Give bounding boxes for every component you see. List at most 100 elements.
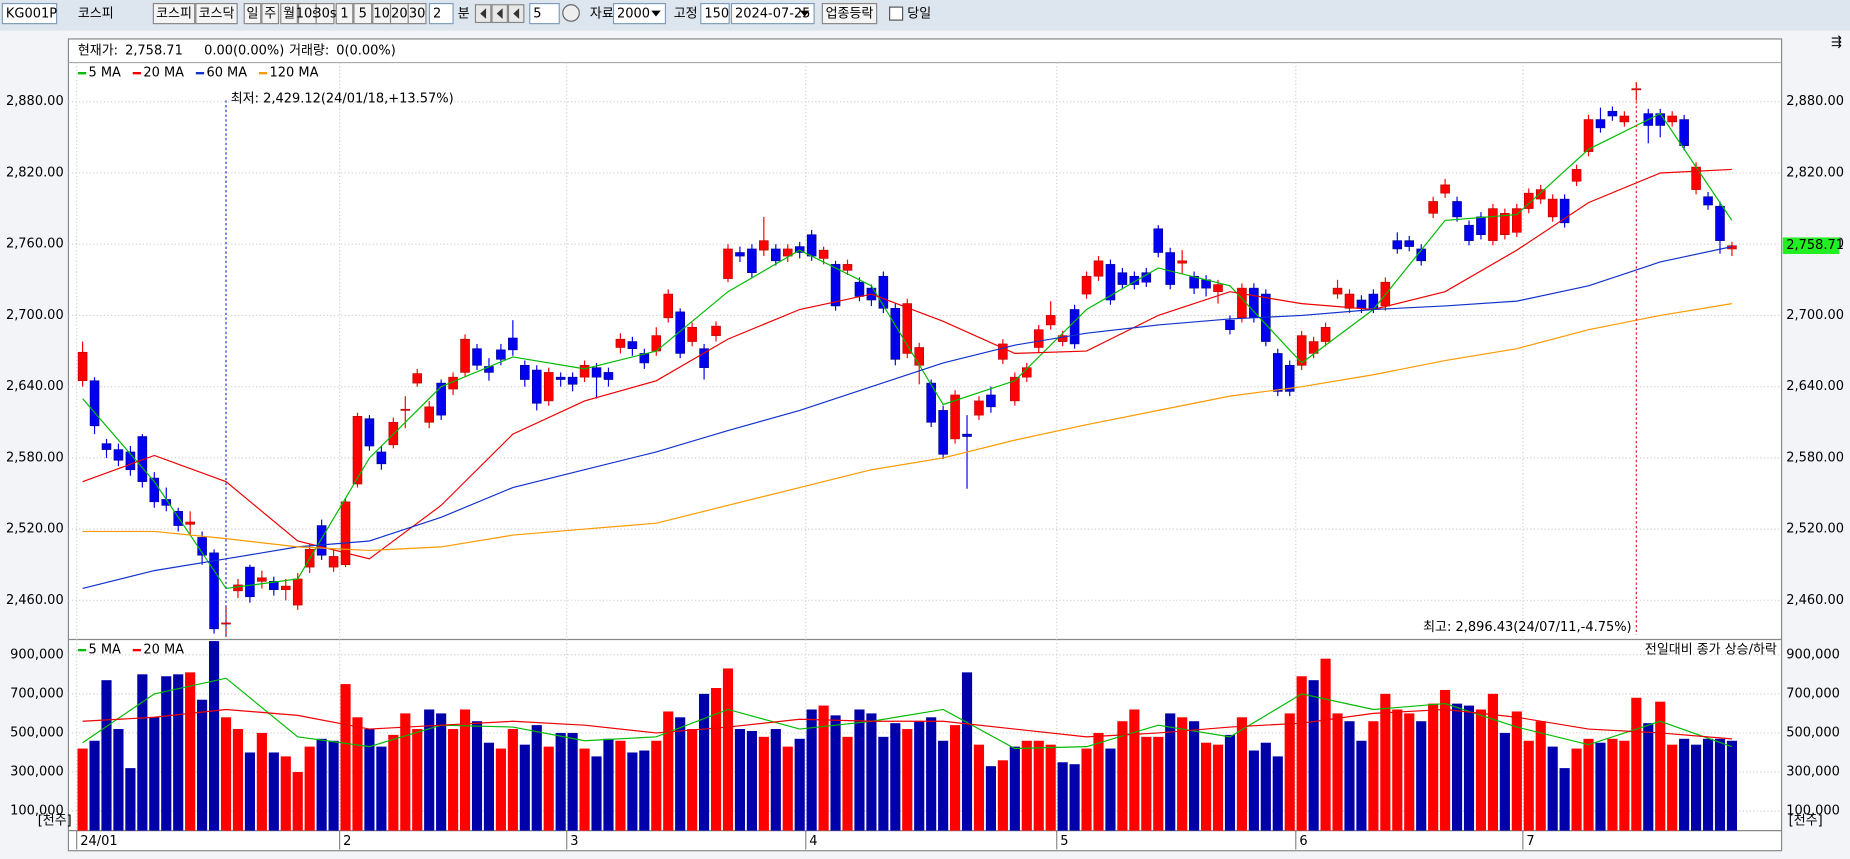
volume-bar [1595, 742, 1606, 831]
toolbar-button[interactable] [353, 2, 373, 25]
low-annotation: 최저: 2,429.12(24/01/18,+13.57%) [231, 92, 454, 107]
volume-bar [1344, 721, 1355, 831]
toolbar-button[interactable] [280, 2, 298, 25]
candle-body [376, 451, 387, 465]
volume-bar [1236, 717, 1247, 831]
data-count-select[interactable] [612, 2, 667, 25]
y-tick-label: 900,000 [10, 647, 64, 662]
toolbar-button[interactable] [315, 2, 335, 25]
volume-bar [1248, 750, 1259, 831]
candle-body [1464, 224, 1474, 241]
volume-bar [1404, 713, 1415, 831]
y2-tick-label: 500,000 [1786, 725, 1840, 740]
count-input[interactable] [529, 2, 560, 25]
volume-bar [185, 672, 196, 831]
candle-body [1583, 119, 1594, 152]
candle-body [603, 372, 614, 380]
fixed-value: 150 [704, 7, 729, 22]
toolbar-button-label: 10s [296, 7, 320, 22]
info-volume: 0(0.00%) [336, 43, 396, 58]
volume-bar [1643, 723, 1654, 831]
volume-bar [400, 713, 411, 831]
candle-body [1523, 192, 1534, 209]
y-tick-label: 2,700.00 [6, 308, 64, 323]
ma-line [82, 708, 1732, 740]
candle-body [436, 382, 446, 416]
candle-body [412, 373, 423, 384]
candle-body [1356, 299, 1367, 309]
candle-body [269, 581, 279, 590]
sector-button[interactable] [821, 2, 878, 25]
expand-icon[interactable]: ⇶ [1831, 35, 1842, 50]
candle-body [842, 264, 853, 271]
volume-bar [1308, 680, 1319, 831]
candle-body [352, 416, 363, 485]
ma-line [82, 246, 1733, 589]
volume-bar [1081, 748, 1092, 831]
volume-bar [1129, 709, 1140, 831]
toolbar-button[interactable] [407, 2, 427, 25]
volume-bar [304, 746, 315, 831]
candle-body [543, 372, 554, 402]
nav-icon [496, 8, 503, 19]
candle-body [1284, 364, 1295, 392]
volume-bar [1177, 717, 1188, 831]
candle-body [567, 376, 578, 385]
code-input[interactable] [1, 2, 58, 25]
volume-bar [699, 693, 710, 831]
volume-bar [519, 744, 530, 831]
period-input[interactable] [428, 2, 454, 25]
volume-bar [1009, 746, 1020, 831]
toolbar-button[interactable] [335, 2, 354, 25]
toolbar-button[interactable] [243, 2, 262, 25]
candle-body [687, 327, 697, 342]
volume-bar [1440, 689, 1451, 831]
candle-body [472, 348, 482, 366]
x-tick-label: 24/01 [80, 834, 117, 849]
candle-body [1117, 272, 1128, 285]
volume-bar [1093, 732, 1104, 831]
legend-label: 20 MA [143, 643, 184, 658]
volume-bar [555, 732, 566, 831]
toolbar-button-label: 30s [313, 7, 337, 22]
candle-body [663, 293, 674, 319]
today-checkbox[interactable] [889, 6, 904, 21]
y-tick-label: 2,520.00 [6, 522, 64, 537]
candle-body [1703, 196, 1713, 206]
candle-body [699, 348, 709, 368]
candle-body [878, 275, 889, 309]
info-price: 2,758.71 [125, 43, 183, 58]
toolbar-button[interactable] [195, 2, 238, 25]
candle-body [531, 369, 542, 404]
candle-body [974, 400, 984, 416]
volume-bar [830, 715, 841, 831]
candle-body [735, 252, 745, 257]
candle-body [233, 584, 243, 592]
volume-bar [1368, 721, 1379, 831]
volume-bar [675, 717, 686, 831]
candle-body [257, 577, 267, 582]
reset-button[interactable] [562, 4, 580, 22]
volume-bar [1679, 738, 1690, 831]
volume-bar [220, 717, 232, 831]
candle-body [1404, 240, 1415, 247]
candle-body [675, 311, 685, 354]
volume-bar [1200, 742, 1212, 831]
volume-bar [1153, 736, 1164, 831]
date-select[interactable] [730, 2, 815, 25]
volume-bar [1428, 703, 1439, 831]
volume-bar [591, 756, 602, 831]
candle-body [1535, 189, 1546, 200]
toolbar-button[interactable] [261, 2, 280, 25]
volume-bar [842, 736, 853, 831]
fixed-input[interactable] [700, 2, 730, 25]
fixed-label: 고정 [674, 7, 698, 22]
volume-bar [232, 729, 244, 831]
volume-bar [1714, 738, 1726, 831]
candle-body [711, 325, 721, 336]
candle-body [328, 556, 339, 568]
x-tick-label: 4 [809, 834, 817, 849]
toolbar-button[interactable] [152, 2, 196, 25]
candle-body [1010, 376, 1020, 402]
candle-body [1428, 201, 1438, 214]
